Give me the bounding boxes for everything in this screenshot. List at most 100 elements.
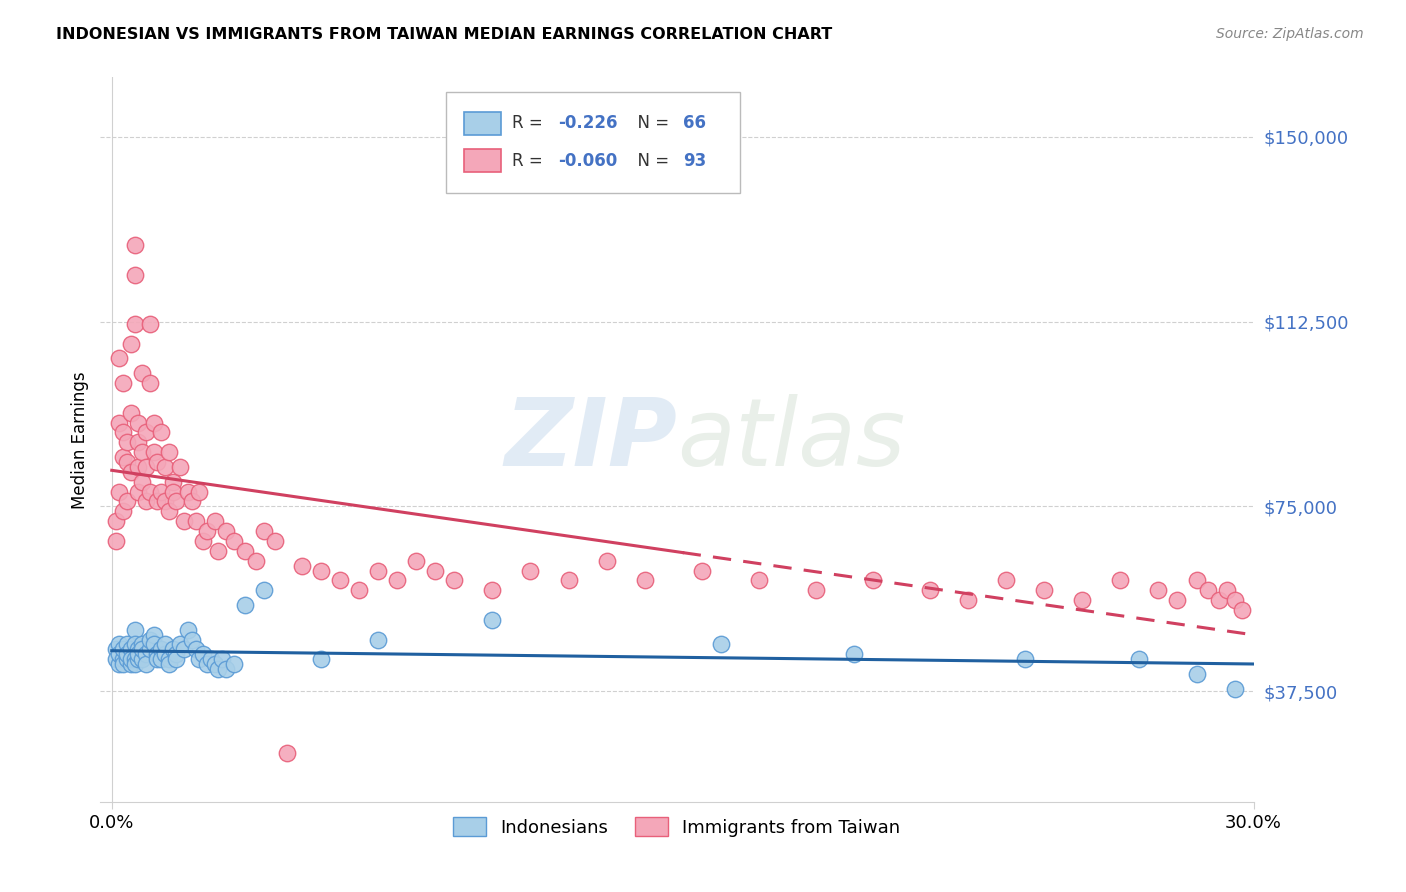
Point: [180, 632, 202, 647]
Point: [690, 564, 713, 578]
Point: [112, 376, 135, 391]
Point: [1230, 603, 1253, 617]
Point: [120, 657, 142, 672]
Text: R =: R =: [512, 114, 548, 132]
Point: [131, 366, 153, 380]
Point: [1185, 667, 1208, 681]
Point: [153, 638, 176, 652]
Point: [115, 648, 138, 662]
Point: [166, 652, 188, 666]
Point: [104, 514, 127, 528]
Point: [1109, 574, 1132, 588]
Point: [195, 524, 218, 538]
Point: [748, 574, 770, 588]
Point: [204, 514, 226, 528]
Point: [1208, 593, 1230, 607]
Point: [135, 494, 157, 508]
Point: [166, 494, 188, 508]
Point: [127, 435, 149, 450]
Point: [162, 642, 184, 657]
Point: [157, 445, 180, 459]
Point: [347, 583, 370, 598]
Point: [157, 657, 180, 672]
Point: [131, 652, 153, 666]
Text: INDONESIAN VS IMMIGRANTS FROM TAIWAN MEDIAN EARNINGS CORRELATION CHART: INDONESIAN VS IMMIGRANTS FROM TAIWAN MED…: [56, 27, 832, 42]
Legend: Indonesians, Immigrants from Taiwan: Indonesians, Immigrants from Taiwan: [446, 810, 908, 844]
Point: [153, 494, 176, 508]
Point: [104, 652, 127, 666]
Point: [112, 504, 135, 518]
Point: [188, 484, 211, 499]
Point: [150, 484, 173, 499]
Text: N =: N =: [627, 114, 675, 132]
Point: [146, 455, 169, 469]
Point: [557, 574, 579, 588]
Point: [1185, 574, 1208, 588]
Point: [115, 455, 138, 469]
Point: [139, 642, 162, 657]
Point: [108, 648, 131, 662]
Point: [150, 642, 173, 657]
Point: [124, 317, 146, 331]
FancyBboxPatch shape: [464, 112, 501, 135]
Text: 66: 66: [683, 114, 706, 132]
Point: [329, 574, 352, 588]
Point: [157, 504, 180, 518]
Point: [108, 638, 131, 652]
Point: [150, 652, 173, 666]
Point: [253, 583, 276, 598]
Point: [862, 574, 884, 588]
Point: [233, 598, 256, 612]
Point: [115, 435, 138, 450]
Point: [131, 475, 153, 489]
Point: [115, 652, 138, 666]
Point: [142, 638, 165, 652]
Text: -0.060: -0.060: [558, 152, 617, 169]
Point: [108, 657, 131, 672]
Point: [104, 533, 127, 548]
Point: [191, 533, 214, 548]
Point: [481, 583, 503, 598]
Point: [115, 638, 138, 652]
Point: [150, 425, 173, 440]
Point: [1216, 583, 1239, 598]
Point: [166, 648, 188, 662]
Point: [291, 558, 314, 573]
Point: [135, 648, 157, 662]
Point: [124, 652, 146, 666]
Point: [920, 583, 942, 598]
Point: [405, 554, 427, 568]
Point: [124, 268, 146, 282]
Point: [139, 484, 162, 499]
Point: [188, 652, 211, 666]
Point: [157, 652, 180, 666]
Point: [120, 652, 142, 666]
Point: [135, 425, 157, 440]
FancyBboxPatch shape: [446, 92, 741, 194]
Point: [425, 564, 447, 578]
Point: [1223, 593, 1246, 607]
Point: [222, 533, 245, 548]
Point: [804, 583, 827, 598]
Point: [1147, 583, 1170, 598]
Point: [127, 416, 149, 430]
Point: [215, 524, 238, 538]
Point: [162, 484, 184, 499]
Point: [177, 484, 200, 499]
Point: [135, 460, 157, 475]
Point: [142, 445, 165, 459]
Point: [481, 613, 503, 627]
Point: [108, 484, 131, 499]
Point: [127, 642, 149, 657]
Point: [173, 642, 195, 657]
Point: [245, 554, 267, 568]
Point: [120, 465, 142, 479]
Point: [124, 657, 146, 672]
Point: [139, 376, 162, 391]
Point: [184, 642, 207, 657]
Point: [177, 623, 200, 637]
Point: [184, 514, 207, 528]
Point: [842, 648, 865, 662]
Point: [1033, 583, 1056, 598]
Text: N =: N =: [627, 152, 675, 169]
